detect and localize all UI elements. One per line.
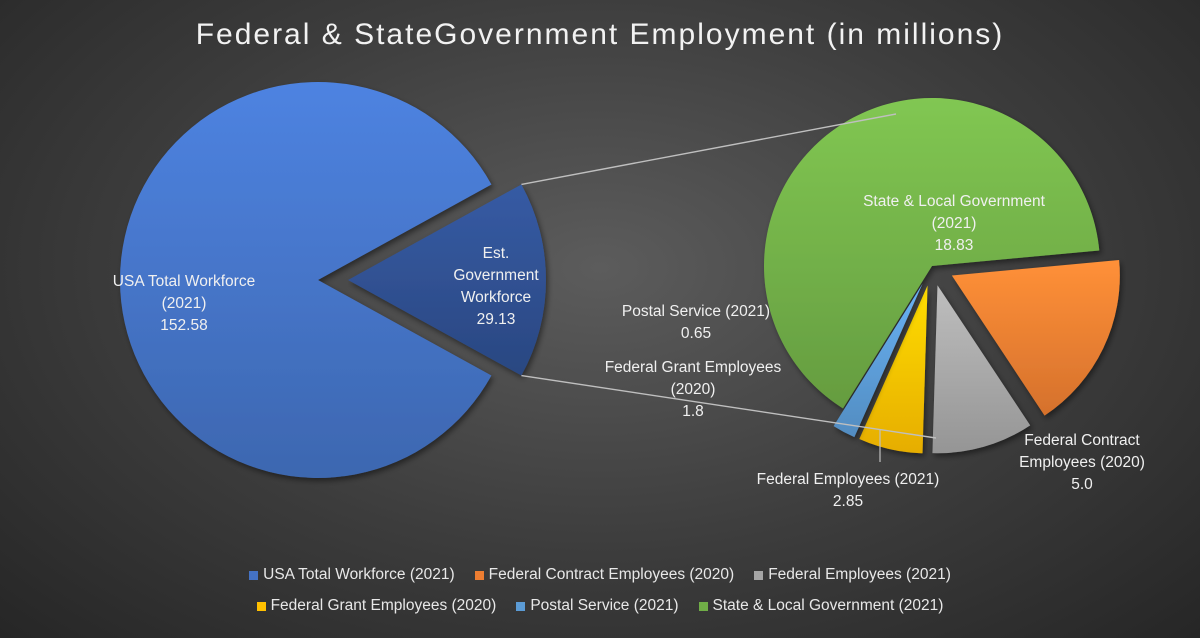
data-label-usa: USA Total Workforce (2021) 152.58 xyxy=(113,273,255,334)
legend-row: USA Total Workforce (2021) Federal Contra… xyxy=(0,566,1200,584)
data-label-federal: Federal Employees (2021) 2.85 xyxy=(757,471,940,510)
pie-slice-federal xyxy=(932,285,1031,454)
data-label-gov: Est. Government Workforce 29.13 xyxy=(453,245,539,328)
legend-swatch xyxy=(698,601,708,611)
pie-slice-postal xyxy=(833,283,923,438)
legend-item: State & Local Government (2021) xyxy=(698,597,944,615)
legend-swatch xyxy=(474,570,484,580)
pie-slice-government-workforce xyxy=(348,184,547,376)
pie-slice-usa-total-workforce xyxy=(119,82,492,479)
pie-slice-grant xyxy=(859,285,928,454)
data-label-postal: Postal Service (2021) 0.65 xyxy=(622,303,770,342)
legend-label: Federal Employees (2021) xyxy=(768,566,951,583)
legend-label: Federal Contract Employees (2020) xyxy=(488,566,735,583)
legend-swatch xyxy=(256,601,266,611)
legend-item: USA Total Workforce (2021) xyxy=(249,566,455,584)
legend-label: Postal Service (2021) xyxy=(530,597,679,614)
connector-line-bottom xyxy=(521,374,937,439)
data-label-contract: Federal Contract Employees (2020) 5.0 xyxy=(1019,432,1145,493)
legend-row: Federal Grant Employees (2020) Postal Ser… xyxy=(0,597,1200,615)
pie-slice-contract xyxy=(951,260,1120,416)
chart-legend: USA Total Workforce (2021) Federal Contra… xyxy=(0,566,1200,628)
legend-swatch xyxy=(516,601,526,611)
data-label-grant: Federal Grant Employees (2020) 1.8 xyxy=(605,359,782,420)
legend-item: Federal Grant Employees (2020) xyxy=(256,597,497,615)
connector-line-top xyxy=(521,113,897,186)
legend-label: USA Total Workforce (2021) xyxy=(263,566,455,583)
legend-swatch xyxy=(249,570,259,580)
chart-title: Federal & StateGovernment Employment (in… xyxy=(195,18,1005,51)
data-label-state: State & Local Government (2021) 18.83 xyxy=(863,193,1045,254)
pie-slice-state xyxy=(763,98,1100,409)
legend-item: Federal Employees (2021) xyxy=(754,566,951,584)
legend-item: Federal Contract Employees (2020) xyxy=(474,566,735,584)
legend-swatch xyxy=(754,570,764,580)
legend-label: Federal Grant Employees (2020) xyxy=(270,597,497,614)
legend-label: State & Local Government (2021) xyxy=(712,597,944,614)
legend-item: Postal Service (2021) xyxy=(516,597,679,615)
